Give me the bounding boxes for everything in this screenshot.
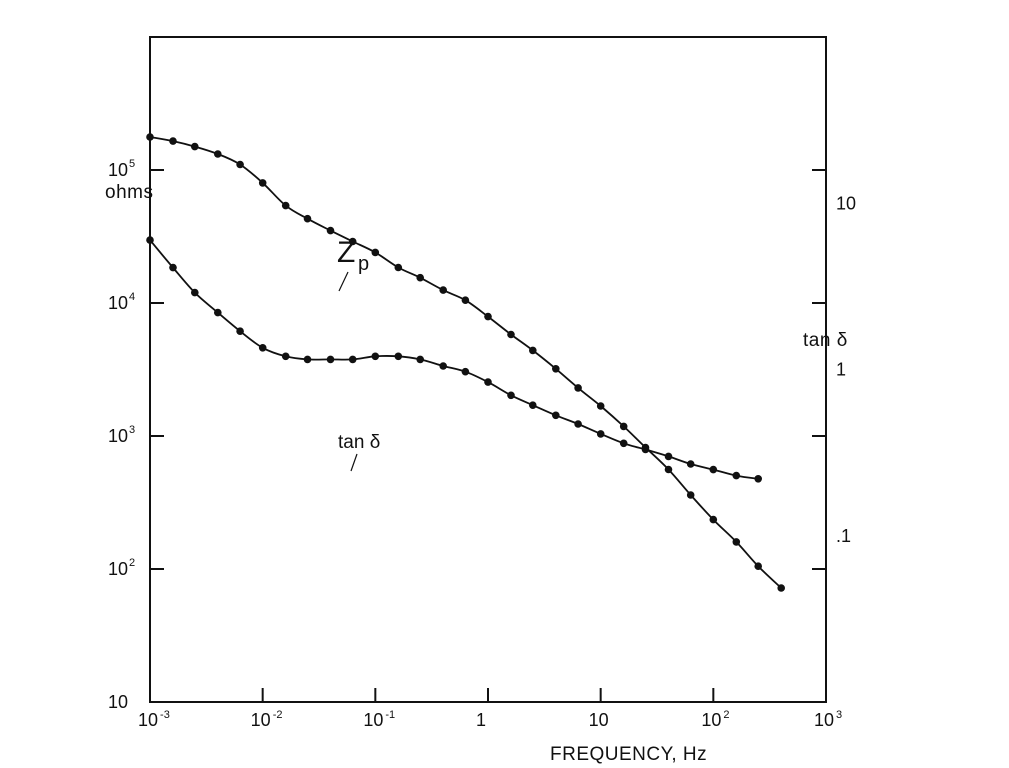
series-1-point-8: [326, 355, 335, 364]
series-0-point-14: [461, 296, 470, 305]
series-1-point-1: [169, 263, 177, 272]
y-left-tick-label-1: 102: [108, 557, 135, 579]
series-1-point-18: [552, 411, 560, 420]
series-0-point-11: [394, 263, 403, 272]
series-1-point-12: [416, 355, 425, 364]
x-tick-label-1: 10 -2: [251, 709, 283, 730]
y-left-tick-label-0: 10: [108, 692, 128, 712]
x-tick-label-0: 10 -3: [138, 709, 170, 730]
series-1-point-20: [596, 430, 605, 438]
series-1-point-24: [686, 460, 695, 468]
series-1-point-3: [214, 308, 222, 317]
series-1-point-25: [709, 465, 718, 474]
zp-label-main: Z: [337, 236, 355, 269]
series-0-point-3: [214, 150, 222, 158]
series-1-point-16: [507, 391, 515, 400]
zp-label-leader: [338, 271, 349, 292]
y-right-axis-title: tan δ: [803, 330, 848, 351]
series-0-point-17: [529, 346, 537, 355]
series-0-point-2: [191, 142, 199, 151]
series-0-point-12: [416, 273, 425, 282]
series-1-point-5: [258, 344, 267, 352]
series-1-point-6: [281, 352, 290, 361]
series-0-point-9: [348, 237, 357, 246]
series-0-point-23: [664, 465, 673, 474]
series-1-point-4: [236, 327, 244, 336]
y-right-tick-label-0: .1: [836, 526, 851, 546]
series-0-point-26: [732, 538, 741, 546]
x-axis-title: FREQUENCY, Hz: [550, 744, 707, 765]
y-left-axis-title: ohms: [105, 182, 153, 203]
series-0-point-15: [484, 312, 492, 321]
series-0-point-7: [303, 214, 312, 223]
tick-marks: [149, 36, 827, 703]
plot-frame: [149, 36, 827, 703]
series-0-point-6: [281, 201, 290, 210]
series-1-point-19: [574, 420, 582, 428]
series-1-point-17: [529, 401, 537, 410]
series-1-point-10: [371, 352, 380, 361]
series-0-point-24: [686, 491, 695, 499]
series-1-point-15: [484, 378, 492, 386]
tan-delta-series-label: tan δ: [338, 432, 380, 453]
series-line-0: [149, 136, 782, 589]
y-right-tick-label-2: 10: [836, 193, 856, 213]
zp-label-sub: p: [358, 253, 369, 275]
x-tick-label-5: 10 2: [701, 709, 729, 730]
series-0-point-19: [574, 384, 582, 392]
x-tick-label-3: 1: [476, 710, 486, 730]
series-0-point-20: [596, 402, 605, 410]
series-1-point-2: [191, 288, 199, 297]
series-0-point-1: [169, 137, 177, 145]
series-1-point-0: [146, 236, 154, 244]
x-tick-label-6: 10 3: [814, 709, 842, 730]
series-1-point-7: [303, 355, 312, 364]
series-1-point-13: [439, 362, 448, 370]
series-1-point-27: [754, 475, 762, 483]
tick-labels: 10 -3 10 -2 10 -1 1 10 10 2 10 3 10 102 103 104 105 .1 1 10: [108, 158, 856, 730]
series-0-point-18: [552, 365, 560, 373]
series-0-point-28: [777, 584, 785, 592]
x-tick-label-2: 10 -1: [363, 709, 395, 730]
series-0-point-25: [709, 515, 718, 524]
zp-series-label: Z p: [337, 236, 369, 275]
series-0-point-27: [754, 562, 762, 570]
y-left-tick-label-2: 103: [108, 424, 135, 446]
series-0-point-4: [236, 160, 244, 169]
series-1-point-9: [348, 355, 357, 364]
series-0-point-21: [619, 422, 628, 431]
series-0-point-13: [439, 286, 448, 294]
series-1-point-22: [641, 445, 650, 454]
tan-delta-label-leader: [350, 453, 358, 472]
series-0-point-16: [507, 330, 515, 339]
series-curves: [149, 136, 782, 589]
series-1-point-23: [664, 452, 673, 461]
series-1-point-11: [394, 352, 403, 361]
series-1-point-21: [619, 439, 628, 448]
series-0-point-5: [258, 179, 267, 187]
series-1-point-26: [732, 471, 741, 480]
series-1-point-14: [461, 367, 470, 376]
x-tick-label-4: 10: [589, 710, 609, 730]
series-0-point-8: [326, 226, 335, 235]
series-points: [146, 133, 785, 592]
series-line-1: [149, 239, 759, 480]
series-0-point-10: [371, 248, 380, 257]
y-left-tick-label-3: 104: [108, 291, 135, 313]
y-left-tick-label-4: 105: [108, 158, 135, 180]
series-0-point-0: [146, 133, 154, 141]
y-right-tick-label-1: 1: [836, 360, 846, 380]
